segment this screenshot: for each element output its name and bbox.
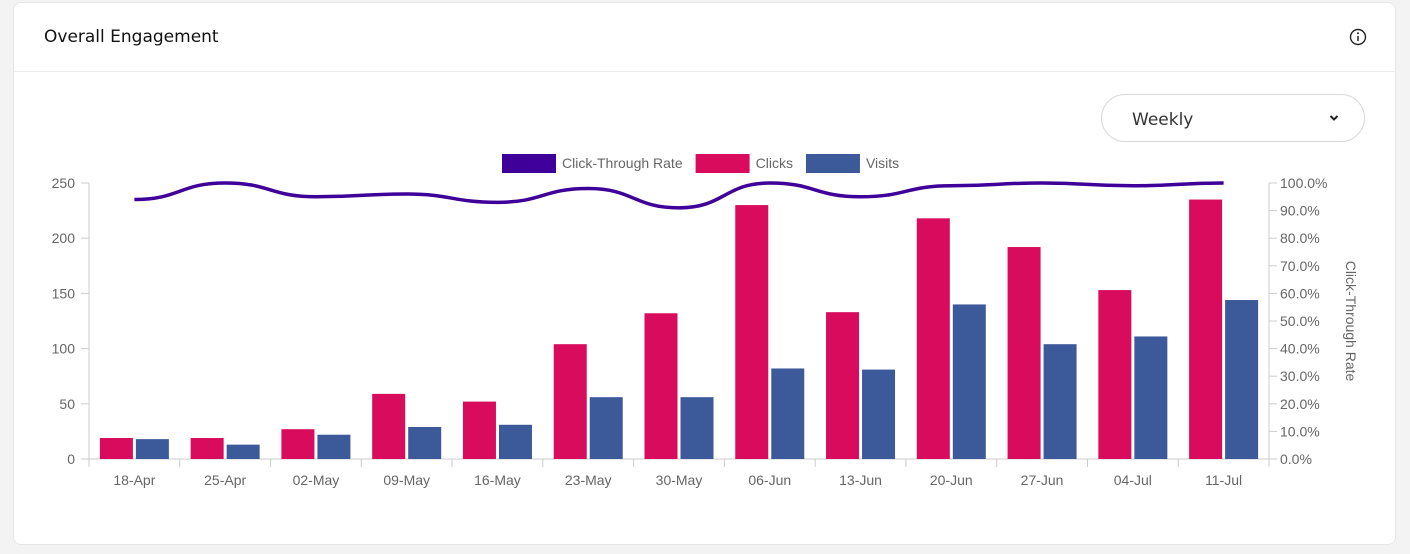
visits-bar <box>862 369 896 459</box>
y-right-tick-label: 40.0% <box>1280 341 1320 357</box>
visits-bar <box>771 368 805 459</box>
x-tick-label: 04-Jul <box>1114 472 1152 488</box>
visits-bar <box>1043 344 1077 459</box>
x-tick-label: 25-Apr <box>204 472 246 488</box>
clicks-bar <box>826 312 860 459</box>
legend-swatch-clicks <box>695 154 750 173</box>
x-tick-label: 16-May <box>474 472 521 488</box>
visits-bar <box>408 426 442 459</box>
y-right-tick-label: 70.0% <box>1280 258 1320 274</box>
clicks-bar <box>916 218 950 459</box>
period-dropdown[interactable]: Weekly <box>1101 94 1365 142</box>
x-tick-label: 06-Jun <box>748 472 791 488</box>
x-tick-label: 11-Jul <box>1205 472 1242 488</box>
visits-bar <box>1134 336 1168 459</box>
y-left-tick-label: 150 <box>52 285 76 301</box>
x-tick-label: 18-Apr <box>113 472 155 488</box>
clicks-bar <box>1007 247 1041 459</box>
clicks-bar <box>1098 290 1132 459</box>
y-left-tick-label: 100 <box>52 341 76 357</box>
y-right-tick-label: 30.0% <box>1280 368 1320 384</box>
clicks-bar <box>281 429 315 459</box>
y-right-tick-label: 10.0% <box>1280 423 1320 439</box>
chevron-down-icon <box>1329 115 1339 121</box>
legend-label: Visits <box>866 155 899 171</box>
engagement-chart: 0 50 100 150 200 250 0.0% 10.0% 20.0% 30.0% 40.0% 5… <box>52 154 1359 488</box>
info-icon[interactable] <box>1348 27 1368 47</box>
visits-bar <box>135 439 169 459</box>
clicks-bar <box>735 205 769 459</box>
x-tick-label: 13-Jun <box>839 472 882 488</box>
clicks-bar <box>462 401 496 459</box>
visits-bar <box>952 304 986 459</box>
clicks-bar <box>372 393 406 459</box>
visits-bar <box>498 424 532 459</box>
y-right-tick-label: 20.0% <box>1280 396 1320 412</box>
y-right-axis-title: Click-Through Rate <box>1343 261 1359 382</box>
x-tick-label: 23-May <box>565 472 612 488</box>
y-right-tick-label: 50.0% <box>1280 313 1320 329</box>
visits-bar <box>680 397 714 459</box>
clicks-bar <box>644 313 678 459</box>
y-right-tick-label: 0.0% <box>1280 451 1312 467</box>
legend-label: Click-Through Rate <box>562 155 683 171</box>
y-right-tick-label: 80.0% <box>1280 230 1320 246</box>
y-right-tick-label: 90.0% <box>1280 203 1320 219</box>
ctr-line <box>134 181 1224 210</box>
clicks-bar <box>1189 199 1223 459</box>
y-left-tick-label: 200 <box>52 230 76 246</box>
x-tick-label: 30-May <box>656 472 703 488</box>
legend-swatch-click-through-rate <box>502 154 556 173</box>
period-dropdown-value: Weekly <box>1132 110 1194 130</box>
x-tick-label: 09-May <box>383 472 430 488</box>
clicks-bar <box>190 438 224 459</box>
clicks-bar <box>553 344 587 459</box>
y-left-tick-label: 250 <box>52 175 76 191</box>
legend-swatch-visits <box>805 154 860 173</box>
card-title: Overall Engagement <box>44 27 219 47</box>
legend-label: Clicks <box>756 155 793 171</box>
card-header: Overall Engagement <box>14 3 1395 72</box>
visits-bar <box>1225 300 1259 459</box>
x-tick-label: 02-May <box>293 472 340 488</box>
visits-bar <box>317 434 351 459</box>
clicks-bar <box>99 438 133 459</box>
y-left-tick-label: 0 <box>67 451 75 467</box>
y-right-tick-label: 60.0% <box>1280 285 1320 301</box>
visits-bar <box>226 444 260 459</box>
x-tick-label: 27-Jun <box>1021 472 1064 488</box>
y-right-tick-label: 100.0% <box>1280 175 1327 191</box>
y-left-tick-label: 50 <box>59 396 75 412</box>
x-tick-label: 20-Jun <box>930 472 973 488</box>
visits-bar <box>589 397 623 459</box>
engagement-card: Overall Engagement 0 50 100 150 200 250 0.0% 10… <box>13 2 1396 545</box>
